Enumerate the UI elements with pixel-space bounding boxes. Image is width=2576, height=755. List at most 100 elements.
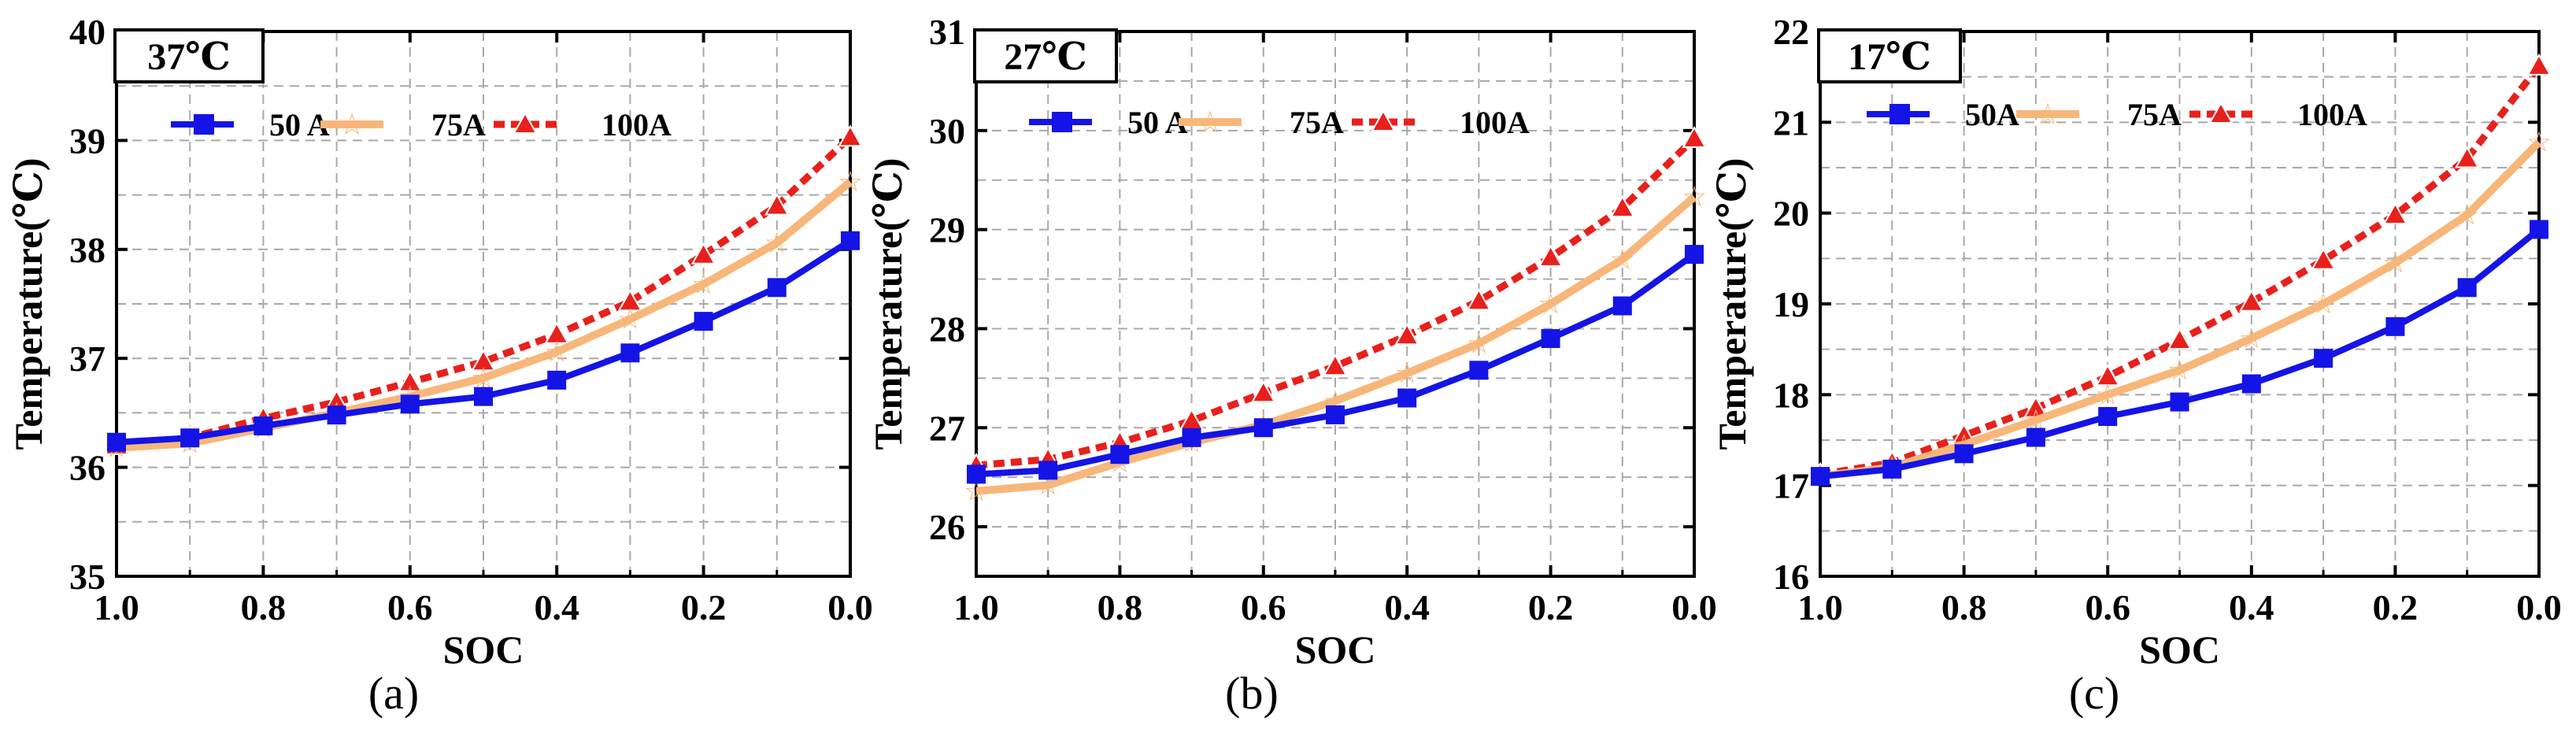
legend-marker bbox=[2208, 101, 2234, 124]
data-point bbox=[2457, 278, 2477, 298]
legend: 50A ☆ 75A 100A bbox=[1867, 97, 2367, 132]
data-point bbox=[1394, 323, 1419, 346]
data-point bbox=[1253, 418, 1273, 438]
legend-item-s75: ☆ 75A bbox=[1179, 105, 1344, 140]
data-point bbox=[617, 289, 643, 312]
data-point: ☆ bbox=[764, 227, 790, 259]
x-tick-label: 1.0 bbox=[953, 587, 999, 627]
data-point bbox=[2311, 247, 2336, 270]
y-tick-label: 30 bbox=[929, 111, 965, 151]
data-point: ☆ bbox=[1538, 288, 1563, 320]
y-tick-label: 17 bbox=[1773, 466, 1809, 506]
data-point: ☆ bbox=[2167, 354, 2192, 387]
y-tick-label: 20 bbox=[1773, 194, 1809, 234]
data-point bbox=[620, 343, 640, 363]
x-tick-label: 0.0 bbox=[827, 587, 873, 627]
data-point bbox=[967, 464, 986, 484]
data-point bbox=[1110, 445, 1130, 464]
chart-panel-1: 1.0 0.8 0.6 0.4 0.2 0.0 35 36 37 38 39 40 SOC Tempera… bbox=[6, 12, 873, 719]
x-tick-label: 0.2 bbox=[2373, 587, 2419, 627]
y-tick-label: 36 bbox=[69, 448, 105, 488]
data-point bbox=[1882, 459, 1902, 479]
data-point bbox=[764, 193, 790, 216]
x-tick-label: 1.0 bbox=[1797, 587, 1843, 627]
x-axis-title: SOC bbox=[443, 627, 524, 672]
x-tick-label: 0.6 bbox=[387, 587, 433, 627]
legend-label: 75A bbox=[2127, 97, 2182, 132]
x-axis-title: SOC bbox=[1295, 627, 1376, 672]
data-point: ☆ bbox=[838, 166, 863, 198]
panel-label: (a) bbox=[368, 668, 419, 719]
x-tick-label: 0.6 bbox=[2085, 587, 2130, 627]
data-point bbox=[694, 312, 713, 331]
legend-marker: ☆ bbox=[2034, 97, 2061, 131]
y-tick-label: 16 bbox=[1773, 557, 1809, 597]
data-point bbox=[2170, 392, 2189, 412]
panel-label: (b) bbox=[1225, 668, 1279, 719]
y-axis-title: Temperature(℃) bbox=[6, 158, 50, 450]
data-point bbox=[547, 370, 567, 390]
data-point: ☆ bbox=[2095, 379, 2120, 411]
chart-panel-2: 1.0 0.8 0.6 0.4 0.2 0.0 26 27 28 29 30 31 SOC Tempera… bbox=[866, 12, 1717, 719]
data-point bbox=[1326, 405, 1345, 424]
data-point bbox=[841, 231, 860, 250]
series-line bbox=[975, 194, 1697, 495]
y-tick-label: 28 bbox=[929, 309, 965, 349]
series-s100 bbox=[964, 125, 1707, 476]
data-point: ☆ bbox=[2382, 247, 2408, 279]
data-point: ☆ bbox=[1682, 181, 1707, 213]
x-tick-label: 0.4 bbox=[2229, 587, 2274, 627]
data-point: ☆ bbox=[1610, 243, 1635, 276]
y-axis-title: Temperature(℃) bbox=[1710, 158, 1754, 450]
x-tick-label: 0.0 bbox=[2516, 587, 2562, 627]
legend-marker bbox=[1889, 104, 1910, 124]
data-point bbox=[1182, 427, 1201, 447]
x-tick-label: 0.2 bbox=[681, 587, 727, 627]
temperature-label-box bbox=[1817, 28, 1962, 83]
data-point bbox=[2454, 146, 2480, 168]
data-point: ☆ bbox=[690, 268, 716, 301]
data-point bbox=[327, 405, 346, 425]
data-point bbox=[1610, 194, 1635, 217]
y-tick-label: 35 bbox=[69, 557, 105, 597]
data-point: ☆ bbox=[2239, 323, 2264, 355]
x-tick-label: 0.8 bbox=[241, 587, 287, 627]
x-tick-label: 0.6 bbox=[1241, 587, 1286, 627]
data-point bbox=[2241, 374, 2261, 394]
x-tick-label: 0.8 bbox=[1941, 587, 1987, 627]
legend-marker bbox=[1052, 112, 1072, 132]
data-point bbox=[1954, 444, 1974, 464]
data-point bbox=[1811, 467, 1830, 487]
data-point bbox=[1038, 461, 1058, 480]
legend-label: 50 A bbox=[1127, 105, 1188, 140]
temperature-label-box bbox=[113, 28, 265, 83]
data-point bbox=[471, 349, 496, 372]
y-tick-label: 22 bbox=[1773, 12, 1809, 52]
legend-marker bbox=[1371, 109, 1396, 131]
data-point bbox=[2095, 364, 2120, 387]
y-tick-label: 29 bbox=[929, 210, 965, 250]
legend-label: 75A bbox=[1290, 105, 1344, 140]
legend-marker: ☆ bbox=[339, 107, 365, 142]
y-tick-label: 21 bbox=[1773, 102, 1809, 142]
series-s50 bbox=[967, 245, 1704, 484]
legend-item-s100: 100A bbox=[1352, 105, 1530, 140]
x-tick-label: 0.4 bbox=[1384, 587, 1430, 627]
legend-item-s50: 50 A bbox=[1029, 105, 1188, 140]
legend-label: 50 A bbox=[269, 107, 330, 142]
series-s50 bbox=[1811, 220, 2548, 487]
x-axis-title: SOC bbox=[2139, 627, 2220, 672]
data-point bbox=[2167, 328, 2193, 350]
data-point bbox=[544, 321, 569, 344]
data-point bbox=[1612, 296, 1632, 316]
legend-item-s50: 50 A bbox=[171, 107, 330, 142]
data-point bbox=[838, 124, 863, 147]
y-tick-label: 26 bbox=[929, 507, 965, 547]
legend-item-s50: 50A bbox=[1867, 97, 2019, 132]
legend-label: 75A bbox=[431, 107, 486, 142]
y-tick-label: 19 bbox=[1773, 284, 1809, 324]
legend-item-s75: ☆ 75A bbox=[320, 107, 486, 142]
data-point: ☆ bbox=[2311, 288, 2336, 320]
data-point bbox=[1538, 244, 1564, 267]
